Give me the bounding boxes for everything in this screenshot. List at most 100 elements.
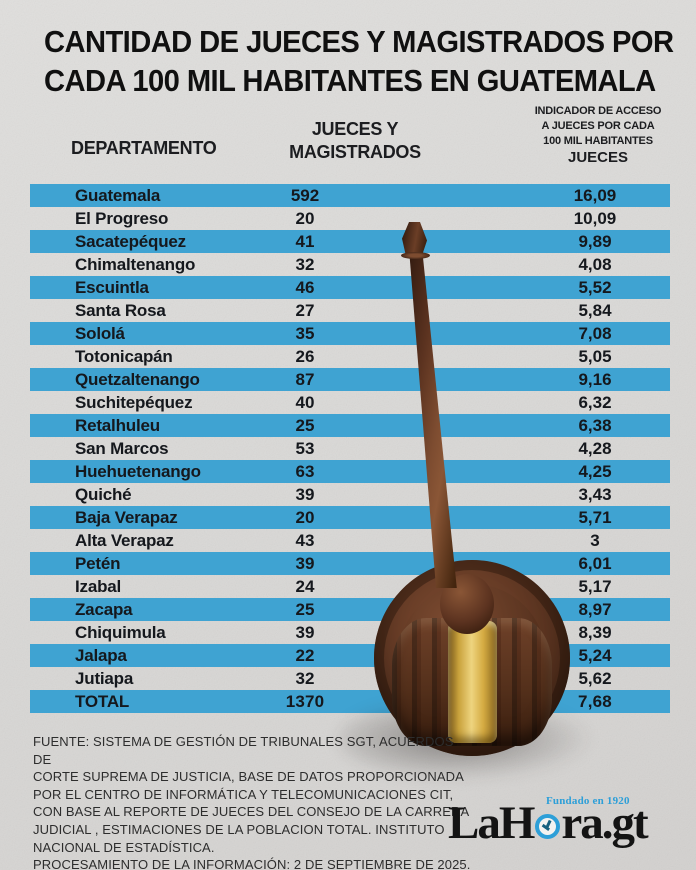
clock-icon xyxy=(535,813,561,839)
indicator-cell: 5,17 xyxy=(578,576,612,596)
table-row: Baja Verapaz 20 5,71 xyxy=(30,506,670,529)
judges-table: Guatemala 592 16,09 El Progreso 20 10,09… xyxy=(30,184,670,713)
table-row: TOTAL 1370 7,68 xyxy=(30,690,670,713)
indicator-cell: 6,01 xyxy=(578,553,612,573)
department-cell: TOTAL xyxy=(75,691,130,711)
department-cell: Chimaltenango xyxy=(75,254,196,274)
department-cell: Totonicapán xyxy=(75,346,173,366)
indicator-cell: 4,08 xyxy=(578,254,612,274)
table-row: San Marcos 53 4,28 xyxy=(30,437,670,460)
table-row: Sacatepéquez 41 9,89 xyxy=(30,230,670,253)
judges-count-cell: 46 xyxy=(295,277,315,297)
indicator-cell: 8,39 xyxy=(578,622,612,642)
department-cell: Quetzaltenango xyxy=(75,369,200,389)
table-row: Petén 39 6,01 xyxy=(30,552,670,575)
table-row: Guatemala 592 16,09 xyxy=(30,184,670,207)
judges-count-cell: 63 xyxy=(295,461,315,481)
department-cell: Izabal xyxy=(75,576,122,596)
department-cell: Baja Verapaz xyxy=(75,507,178,527)
table-row: Quetzaltenango 87 9,16 xyxy=(30,368,670,391)
department-cell: El Progreso xyxy=(75,208,169,228)
source-note-line: NACIONAL DE ESTADÍSTICA. xyxy=(33,839,215,855)
judges-count-cell: 35 xyxy=(295,323,315,343)
indicator-cell: 5,05 xyxy=(578,346,612,366)
page-title: CANTIDAD DE JUECES Y MAGISTRADOS POR CAD… xyxy=(44,22,674,100)
page-title-line1: CANTIDAD DE JUECES Y MAGISTRADOS POR xyxy=(44,24,674,59)
judges-count-cell: 592 xyxy=(290,185,320,205)
table-row: Escuintla 46 5,52 xyxy=(30,276,670,299)
department-cell: Retalhuleu xyxy=(75,415,160,435)
lahora-logo: Fundado en 1920 LaH ra.gt xyxy=(448,790,688,852)
indicator-cell: 7,08 xyxy=(578,323,612,343)
source-note-line: JUDICIAL , ESTIMACIONES DE LA POBLACION … xyxy=(33,821,445,837)
column-header-judges: JUECES Y MAGISTRADOS xyxy=(289,119,421,162)
indicator-cell: 16,09 xyxy=(573,185,617,205)
judges-count-cell: 22 xyxy=(295,645,315,665)
judges-count-cell: 1370 xyxy=(285,691,325,711)
judges-count-cell: 41 xyxy=(295,231,315,251)
indicator-cell: 9,16 xyxy=(578,369,612,389)
indicator-cell: 10,09 xyxy=(573,208,617,228)
indicator-cell: 5,71 xyxy=(578,507,612,527)
table-row: Izabal 24 5,17 xyxy=(30,575,670,598)
indicator-cell: 4,25 xyxy=(578,461,612,481)
judges-count-cell: 20 xyxy=(295,208,315,228)
indicator-cell: 6,38 xyxy=(578,415,612,435)
department-cell: Guatemala xyxy=(75,185,161,205)
table-row: Huehuetenango 63 4,25 xyxy=(30,460,670,483)
judges-count-cell: 40 xyxy=(295,392,315,412)
department-cell: Huehuetenango xyxy=(75,461,201,481)
table-row: Suchitepéquez 40 6,32 xyxy=(30,391,670,414)
table-row: Zacapa 25 8,97 xyxy=(30,598,670,621)
judges-count-cell: 20 xyxy=(295,507,315,527)
indicator-cell: 5,52 xyxy=(578,277,612,297)
table-row: Chiquimula 39 8,39 xyxy=(30,621,670,644)
judges-count-cell: 32 xyxy=(295,254,315,274)
department-cell: Petén xyxy=(75,553,121,573)
judges-count-cell: 53 xyxy=(295,438,315,458)
source-note-line: FUENTE: SISTEMA DE GESTIÓN DE TRIBUNALES… xyxy=(33,734,454,767)
department-cell: Alta Verapaz xyxy=(75,530,174,550)
department-cell: Santa Rosa xyxy=(75,300,166,320)
indicator-cell: 6,32 xyxy=(578,392,612,412)
table-row: Quiché 39 3,43 xyxy=(30,483,670,506)
table-row: El Progreso 20 10,09 xyxy=(30,207,670,230)
department-cell: Jalapa xyxy=(75,645,127,665)
indicator-cell: 5,62 xyxy=(578,668,612,688)
source-note-line: CORTE SUPREMA DE JUSTICIA, BASE DE DATOS… xyxy=(33,769,464,785)
department-cell: Sacatepéquez xyxy=(75,231,186,251)
department-cell: Escuintla xyxy=(75,277,149,297)
judges-count-cell: 26 xyxy=(295,346,315,366)
logo-wordmark: LaH ra.gt xyxy=(448,797,649,849)
department-cell: Quiché xyxy=(75,484,132,504)
table-row: Totonicapán 26 5,05 xyxy=(30,345,670,368)
department-cell: San Marcos xyxy=(75,438,169,458)
table-row: Sololá 35 7,08 xyxy=(30,322,670,345)
department-cell: Sololá xyxy=(75,323,125,343)
source-note-line: CON BASE AL REPORTE DE JUECES DEL CONSEJ… xyxy=(33,804,470,820)
source-note-line: POR EL CENTRO DE INFORMÁTICA Y TELECOMUN… xyxy=(33,786,454,802)
indicator-cell: 3,43 xyxy=(578,484,612,504)
judges-count-cell: 25 xyxy=(295,415,315,435)
indicator-cell: 5,24 xyxy=(578,645,612,665)
judges-count-cell: 27 xyxy=(295,300,315,320)
table-row: Retalhuleu 25 6,38 xyxy=(30,414,670,437)
table-row: Chimaltenango 32 4,08 xyxy=(30,253,670,276)
indicator-cell: 4,28 xyxy=(578,438,612,458)
page-title-line2: CADA 100 MIL HABITANTES EN GUATEMALA xyxy=(44,63,656,98)
judges-count-cell: 25 xyxy=(295,599,315,619)
judges-count-cell: 87 xyxy=(295,369,315,389)
judges-count-cell: 24 xyxy=(295,576,315,596)
logo-word-prefix: LaH xyxy=(448,797,535,849)
indicator-cell: 9,89 xyxy=(578,231,612,251)
table-row: Jalapa 22 5,24 xyxy=(30,644,670,667)
judges-count-cell: 39 xyxy=(295,484,315,504)
department-cell: Zacapa xyxy=(75,599,133,619)
department-cell: Chiquimula xyxy=(75,622,166,642)
table-row: Jutiapa 32 5,62 xyxy=(30,667,670,690)
column-header-department: DEPARTAMENTO xyxy=(71,138,217,158)
indicator-cell: 3 xyxy=(590,530,600,550)
source-note: FUENTE: SISTEMA DE GESTIÓN DE TRIBUNALES… xyxy=(33,733,473,870)
table-row: Alta Verapaz 43 3 xyxy=(30,529,670,552)
